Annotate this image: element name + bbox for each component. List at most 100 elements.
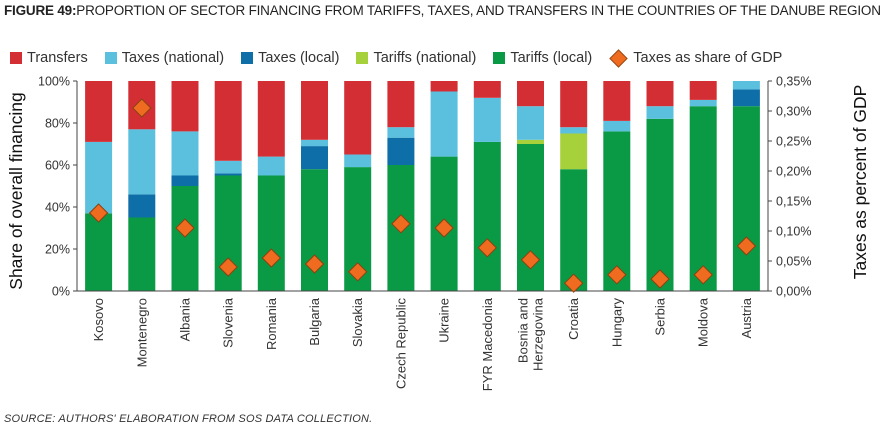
legend-swatch (241, 52, 254, 64)
bar-transfers-hungary (603, 81, 631, 121)
y2-tick-label: 0,05% (776, 255, 811, 269)
x-tick-label-romania: Romania (264, 297, 279, 350)
bar-tariffs-local-fyr-macedonia (473, 141, 501, 291)
bar-tariffs-national-bosnia-and-herzegovina (517, 139, 544, 144)
x-tick-label-bosnia-and-herzegovina: Bosnia and Herzegovina (516, 297, 546, 371)
y2-tick-label: 0,35% (776, 75, 811, 89)
figure-title: FIGURE 49:PROPORTION OF SECTOR FINANCING… (4, 3, 884, 19)
y-tick-label: 100% (38, 75, 70, 89)
bar-taxes-national-slovakia (344, 154, 372, 168)
y2-tick-label: 0,10% (776, 225, 811, 239)
legend-label: Taxes as share of GDP (633, 50, 783, 66)
bar-transfers-croatia (560, 81, 588, 128)
marker-taxes-gdp-croatia (563, 273, 584, 293)
bar-transfers-kosovo (85, 81, 113, 142)
bar-taxes-national-fyr-macedonia (473, 97, 501, 142)
stacked-bar-chart: 0% 20% 40% 60% 80% 100% 0,00% 0,05% 0,10% 0,15% 0,… (6, 75, 870, 392)
legend-item-taxes-as-share-of-gdp: Taxes as share of GDP (609, 48, 783, 68)
x-tick-label-croatia: Croatia (566, 297, 581, 340)
bar-taxes-national-serbia (646, 106, 674, 119)
y-tick-label: 20% (45, 243, 70, 257)
marker-taxes-gdp-romania (261, 248, 282, 268)
marker-taxes-gdp-hungary (607, 265, 627, 285)
x-tick-label-hungary: Hungary (609, 298, 624, 348)
y2-tick-label: 0,30% (776, 105, 811, 119)
bar-taxes-national-croatia (560, 127, 588, 134)
bar-taxes-local-slovenia (214, 173, 242, 176)
bar-taxes-national-bosnia-and-herzegovina (517, 106, 544, 140)
bar-transfers-bulgaria (301, 81, 328, 140)
y2-axis-title: Taxes as percent of GDP (850, 85, 870, 280)
y-tick-label: 80% (45, 117, 70, 131)
legend-item-taxes-local: Taxes (local) (241, 50, 339, 66)
x-tick-label-line: Montenegro (134, 298, 149, 367)
bar-transfers-slovenia (214, 81, 242, 161)
y2-tick-label: 0,20% (776, 165, 811, 179)
x-tick-label-line: Romania (264, 297, 279, 350)
x-tick-label-line: Hungary (609, 298, 624, 348)
bar-tariffs-local-kosovo (85, 213, 113, 291)
bar-taxes-local-albania (171, 175, 199, 186)
bar-transfers-albania (171, 81, 199, 132)
x-tick-label-line: Serbia (653, 297, 668, 335)
bar-tariffs-local-hungary (603, 131, 631, 291)
x-tick-label-moldova: Moldova (696, 297, 711, 347)
x-tick-label-ukraine: Ukraine (437, 298, 452, 343)
x-tick-label-line: Bulgaria (307, 297, 322, 345)
legend-item-tariffs-national: Tariffs (national) (356, 50, 476, 66)
x-tick-label-albania: Albania (178, 297, 193, 341)
chart-legend: Transfers Taxes (national) Taxes (local) Ta… (10, 48, 799, 68)
legend-label: Tariffs (local) (510, 50, 593, 66)
x-tick-label-line: Albania (178, 297, 193, 341)
bar-taxes-national-hungary (603, 120, 631, 132)
marker-taxes-gdp-fyr-macedonia (477, 238, 497, 258)
x-tick-label-line: Bosnia and (516, 298, 531, 363)
bar-tariffs-local-moldova (689, 106, 717, 291)
legend-swatch (10, 52, 22, 64)
marker-taxes-gdp-montenegro (132, 98, 152, 118)
marker-taxes-gdp-kosovo (88, 203, 109, 223)
y-tick-label: 0% (52, 285, 70, 299)
legend-label: Transfers (27, 50, 88, 66)
x-tick-label-line: Moldova (696, 297, 711, 347)
legend-swatch (356, 52, 369, 64)
x-tick-label-line: Kosovo (91, 298, 106, 341)
bar-taxes-national-moldova (689, 99, 717, 107)
y2-tick-label: 0,25% (776, 135, 811, 149)
legend-swatch (104, 52, 117, 64)
x-tick-label-line: Slovenia (221, 297, 236, 348)
bar-transfers-moldova (689, 81, 717, 100)
bar-taxes-national-montenegro (128, 129, 156, 195)
bar-taxes-local-austria (732, 89, 760, 107)
bar-tariffs-local-serbia (646, 118, 674, 291)
legend-item-taxes-national: Taxes (national) (104, 50, 224, 66)
y-tick-label: 40% (45, 201, 70, 215)
source-note: SOURCE: AUTHORS' ELABORATION FROM SOS DA… (4, 413, 373, 425)
legend-item-transfers: Transfers (10, 50, 88, 66)
x-tick-label-line: Herzegovina (531, 297, 546, 371)
legend-label: Taxes (local) (258, 50, 340, 66)
bar-transfers-fyr-macedonia (473, 81, 501, 98)
y2-tick-label: 0,00% (776, 285, 811, 299)
marker-taxes-gdp-bulgaria (304, 254, 325, 274)
marker-taxes-gdp-bosnia-and-herzegovina (520, 250, 541, 270)
marker-taxes-gdp-czech-republic (391, 214, 411, 234)
figure-title-text: PROPORTION OF SECTOR FINANCING FROM TARI… (76, 3, 881, 18)
marker-taxes-gdp-ukraine (434, 218, 454, 238)
bar-transfers-ukraine (430, 81, 458, 92)
bar-taxes-national-romania (257, 156, 285, 176)
y-tick-label: 60% (45, 159, 70, 173)
bar-taxes-national-kosovo (85, 141, 113, 214)
figure-label: FIGURE 49: (4, 3, 77, 18)
x-tick-label-austria: Austria (739, 297, 754, 338)
marker-taxes-gdp-austria (736, 236, 757, 256)
legend-item-tariffs-local: Tariffs (local) (493, 50, 592, 66)
bar-taxes-local-montenegro (128, 194, 156, 218)
bar-tariffs-national-croatia (560, 133, 588, 170)
y2-tick-label: 0,15% (776, 195, 811, 209)
marker-taxes-gdp-slovakia (348, 262, 368, 282)
marker-taxes-gdp-moldova (693, 265, 713, 285)
bar-tariffs-local-albania (171, 186, 199, 291)
bar-taxes-national-bulgaria (301, 139, 328, 147)
legend-swatch (493, 52, 506, 64)
